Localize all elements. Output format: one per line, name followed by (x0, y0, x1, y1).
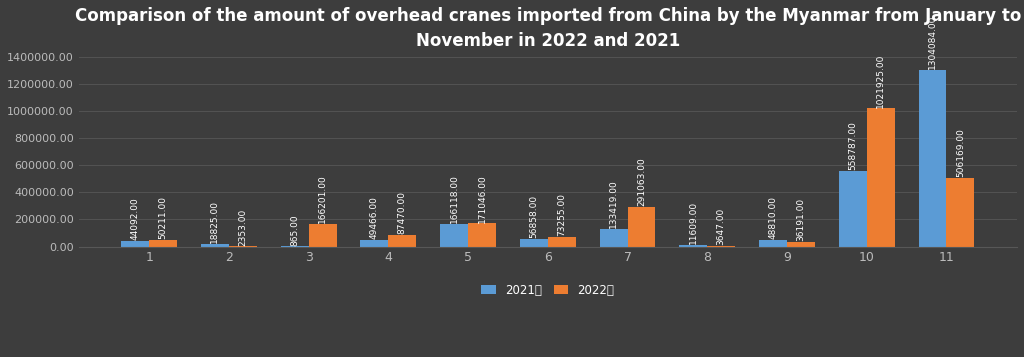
Bar (548, 237, 575, 247)
Bar (388, 235, 416, 247)
Text: 865.00: 865.00 (290, 214, 299, 246)
Text: 171046.00: 171046.00 (477, 174, 486, 223)
Bar (360, 240, 388, 247)
Bar (628, 207, 655, 247)
Title: Comparison of the amount of overhead cranes imported from China by the Myanmar f: Comparison of the amount of overhead cra… (75, 7, 1021, 50)
Text: 166118.00: 166118.00 (450, 175, 459, 223)
Text: 18825.00: 18825.00 (210, 200, 219, 243)
Bar (520, 239, 548, 247)
Bar (121, 241, 150, 247)
Bar (839, 171, 866, 247)
Text: 133419.00: 133419.00 (609, 179, 618, 228)
Bar (866, 108, 895, 247)
Bar (308, 224, 337, 247)
Text: 11609.00: 11609.00 (689, 201, 697, 244)
Bar (201, 244, 228, 247)
Text: 1021925.00: 1021925.00 (877, 53, 885, 107)
Bar (679, 245, 708, 247)
Text: 50211.00: 50211.00 (159, 196, 168, 239)
Bar (708, 246, 735, 247)
Text: 291063.00: 291063.00 (637, 158, 646, 206)
Text: 44092.00: 44092.00 (131, 197, 139, 240)
Bar (919, 70, 946, 247)
Text: 87470.00: 87470.00 (397, 191, 407, 234)
Text: 1304084.00: 1304084.00 (928, 15, 937, 69)
Legend: 2021年, 2022年: 2021年, 2022年 (477, 279, 618, 301)
Bar (440, 224, 468, 247)
Bar (759, 240, 787, 247)
Text: 73255.00: 73255.00 (557, 193, 566, 236)
Text: 166201.00: 166201.00 (318, 175, 327, 223)
Text: 506169.00: 506169.00 (956, 129, 965, 177)
Bar (600, 228, 628, 247)
Text: 558787.00: 558787.00 (848, 121, 857, 170)
Text: 56858.00: 56858.00 (529, 195, 539, 238)
Bar (468, 223, 496, 247)
Bar (150, 240, 177, 247)
Text: 49466.00: 49466.00 (370, 196, 379, 239)
Text: 3647.00: 3647.00 (717, 208, 726, 245)
Text: 36191.00: 36191.00 (797, 198, 806, 241)
Bar (946, 178, 975, 247)
Text: 48810.00: 48810.00 (769, 196, 777, 239)
Text: 2353.00: 2353.00 (239, 208, 248, 246)
Bar (787, 242, 815, 247)
